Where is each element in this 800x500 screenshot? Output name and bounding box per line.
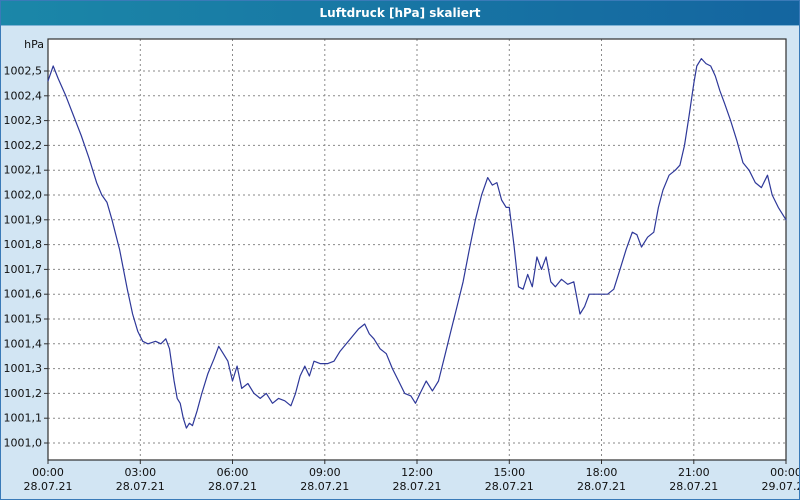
chart-area: hPa 1002,5 1002,4 1002,3 1002,2 1002,1 1002,0 1… (1, 26, 800, 499)
x-tick-date-label: 28.07.21 (393, 480, 442, 493)
x-tick-time-label: 00:00 (770, 466, 799, 479)
pressure-chart-svg: hPa 1002,5 1002,4 1002,3 1002,2 1002,1 1002,0 1… (4, 38, 800, 493)
x-tick-time-label: 12:00 (401, 466, 433, 479)
y-tick-label: 1002,4 (4, 89, 43, 102)
y-tick-label: 1001,1 (4, 412, 43, 425)
y-tick-label: 1002,3 (4, 114, 43, 127)
y-tick-label: 1001,8 (4, 238, 43, 251)
x-tick-date-label: 28.07.21 (577, 480, 626, 493)
y-axis-unit-label: hPa (24, 38, 44, 51)
x-tick-time-label: 00:00 (32, 466, 64, 479)
y-tick-label: 1001,4 (4, 337, 43, 350)
y-tick-label: 1002,5 (4, 65, 43, 78)
y-tick-label: 1001,7 (4, 263, 43, 276)
x-tick-date-label: 28.07.21 (669, 480, 718, 493)
x-tick-date-label: 29.07.21 (762, 480, 799, 493)
plot-border (47, 38, 787, 461)
y-tick-label: 1001,6 (4, 288, 43, 301)
tick-marks (44, 70, 787, 464)
y-tick-label: 1002,0 (4, 189, 43, 202)
x-tick-time-label: 21:00 (678, 466, 710, 479)
x-tick-date-label: 28.07.21 (300, 480, 349, 493)
y-tick-label: 1001,9 (4, 213, 43, 226)
axis-labels: hPa 1002,5 1002,4 1002,3 1002,2 1002,1 1002,0 1… (4, 38, 800, 493)
pressure-line (47, 58, 787, 429)
y-tick-label: 1001,2 (4, 387, 43, 400)
y-tick-label: 1001,0 (4, 437, 43, 450)
gridlines (48, 39, 786, 460)
x-tick-date-label: 28.07.21 (208, 480, 257, 493)
y-tick-label: 1002,2 (4, 139, 43, 152)
x-tick-date-label: 28.07.21 (24, 480, 73, 493)
page-title: Luftdruck [hPa] skaliert (319, 6, 481, 20)
y-tick-label: 1001,5 (4, 313, 43, 326)
y-tick-label: 1002,1 (4, 164, 43, 177)
title-bar: Luftdruck [hPa] skaliert (1, 1, 799, 26)
x-tick-time-label: 18:00 (586, 466, 618, 479)
x-tick-time-label: 15:00 (493, 466, 525, 479)
x-tick-time-label: 09:00 (309, 466, 341, 479)
x-tick-time-label: 06:00 (217, 466, 249, 479)
x-tick-time-label: 03:00 (124, 466, 156, 479)
y-tick-label: 1001,3 (4, 362, 43, 375)
x-tick-date-label: 28.07.21 (485, 480, 534, 493)
x-tick-date-label: 28.07.21 (116, 480, 165, 493)
